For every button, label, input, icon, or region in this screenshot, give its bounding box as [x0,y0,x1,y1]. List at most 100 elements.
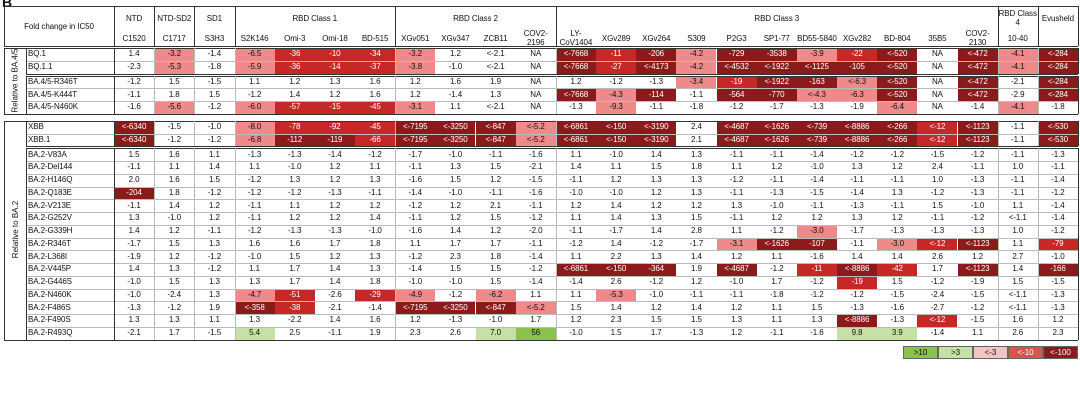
data-cell: <-2.1 [486,49,505,59]
data-cell: 1.7 [490,238,501,248]
data-cell: 1.4 [329,277,341,287]
data-cell: -1.2 [529,213,543,223]
data-cell: -1.3 [810,102,824,112]
data-cell: -1.4 [448,89,463,99]
data-cell: 1.1 [771,251,783,261]
data-cell: -1.5 [930,149,945,159]
grid-line [555,148,557,340]
data-cell: 2.0 [128,175,140,185]
data-cell: 1.2 [731,251,742,261]
grid-line [194,6,196,46]
data-cell: 1.1 [369,162,381,172]
data-cell: 1.5 [168,277,180,287]
data-cell: 1.5 [168,238,180,248]
grid-line [26,212,1078,213]
data-cell: -2.1 [1011,76,1025,86]
data-cell: -1.0 [408,277,422,287]
data-cell: -8.0 [234,120,275,134]
data-cell: -1.9 [127,251,141,261]
data-cell: -1.1 [729,213,744,223]
data-cell: -1.2 [930,277,945,287]
row-label: XBB.1 [28,134,51,144]
data-cell: -1.4 [1051,200,1065,210]
data-cell: -1.2 [970,302,985,312]
data-cell: 1.3 [449,162,461,172]
grid-line [26,173,1078,175]
grid-line [555,6,557,46]
data-cell: 1.3 [208,277,220,287]
data-cell: 1.4 [329,315,341,325]
data-cell: <-520 [877,48,918,61]
data-cell: -1.1 [1011,134,1025,144]
data-cell: <-4687 [716,263,757,276]
data-cell: 1.7 [329,238,341,248]
group-label-ba2: Relative to BA.2 [10,200,20,259]
antibody-header: XGv282 [842,33,872,43]
data-cell: -1.3 [770,187,784,197]
antibody-header: COV2-2196 [523,30,548,46]
data-cell: -3.2 [395,48,436,61]
data-cell: 1.3 [208,289,220,299]
data-cell: -1.6 [810,251,824,261]
grid-line [4,6,5,46]
grid-line [26,88,1078,90]
class-header: RBD Class 1 [292,13,338,23]
data-cell: -10 [314,48,355,61]
grid-line [26,263,1078,264]
data-cell: 1.2 [731,328,742,338]
data-cell: <-12 [917,133,958,147]
data-cell: <-266 [877,120,918,134]
data-cell: -1.2 [1051,187,1065,197]
data-cell: 1.4 [128,226,140,236]
data-cell: <-5.2 [515,133,556,147]
grid-line [26,120,27,147]
data-cell: -2.6 [328,289,342,299]
class-header: RBD Class 4 [998,9,1037,27]
row-label: BA.4/5-K444T [28,89,78,99]
data-cell: -1.1 [529,238,543,248]
data-cell: <-472 [957,88,998,101]
data-cell: 1.5 [208,175,220,185]
data-cell: 1.2 [690,277,702,287]
data-cell: -1.7 [770,102,784,112]
data-cell: -1.1 [729,149,744,159]
data-cell: -564 [716,88,757,101]
antibody-header: Omi-3 [284,33,306,43]
data-cell: 1.3 [650,213,662,223]
row-label: BA.2-Del144 [28,162,73,172]
row-label: BA.2-F486S [28,302,71,312]
data-cell: NA [931,62,943,72]
data-cell: -4.1 [997,60,1038,74]
antibody-header: S3H3 [204,33,225,43]
data-cell: -4.1 [997,101,1038,114]
data-cell: -1.0 [970,200,985,210]
grid-line [154,120,156,147]
data-cell: 1.6 [449,76,461,86]
antibody-header: S2K146 [240,33,269,43]
grid-line [114,75,115,114]
data-cell: -1.2 [850,149,864,159]
data-cell: -1.5 [970,289,985,299]
data-cell: -1.3 [1051,289,1065,299]
data-cell: 2.7 [1012,251,1024,261]
data-cell: 1.8 [168,89,180,99]
data-cell: -1.2 [167,302,181,312]
data-cell: -1.2 [729,175,744,185]
data-cell: 1.5 [690,213,702,223]
data-cell: -1.1 [770,175,784,185]
data-cell: 1.1 [771,302,783,312]
data-cell: -19 [716,75,757,89]
data-cell: -1.2 [649,238,663,248]
grid-line [1037,148,1039,340]
data-cell: <-7195 [395,133,436,147]
data-cell: -6.5 [234,48,275,61]
data-cell: -1.0 [649,289,663,299]
grid-line [1037,6,1039,46]
data-cell: 2.3 [610,315,622,325]
data-cell: -1.6 [810,328,824,338]
grid-line [555,48,557,74]
data-cell: -1.4 [408,264,422,274]
data-cell: 1.4 [289,89,301,99]
data-cell: 2.8 [690,226,702,236]
data-cell: 1.8 [490,251,501,261]
